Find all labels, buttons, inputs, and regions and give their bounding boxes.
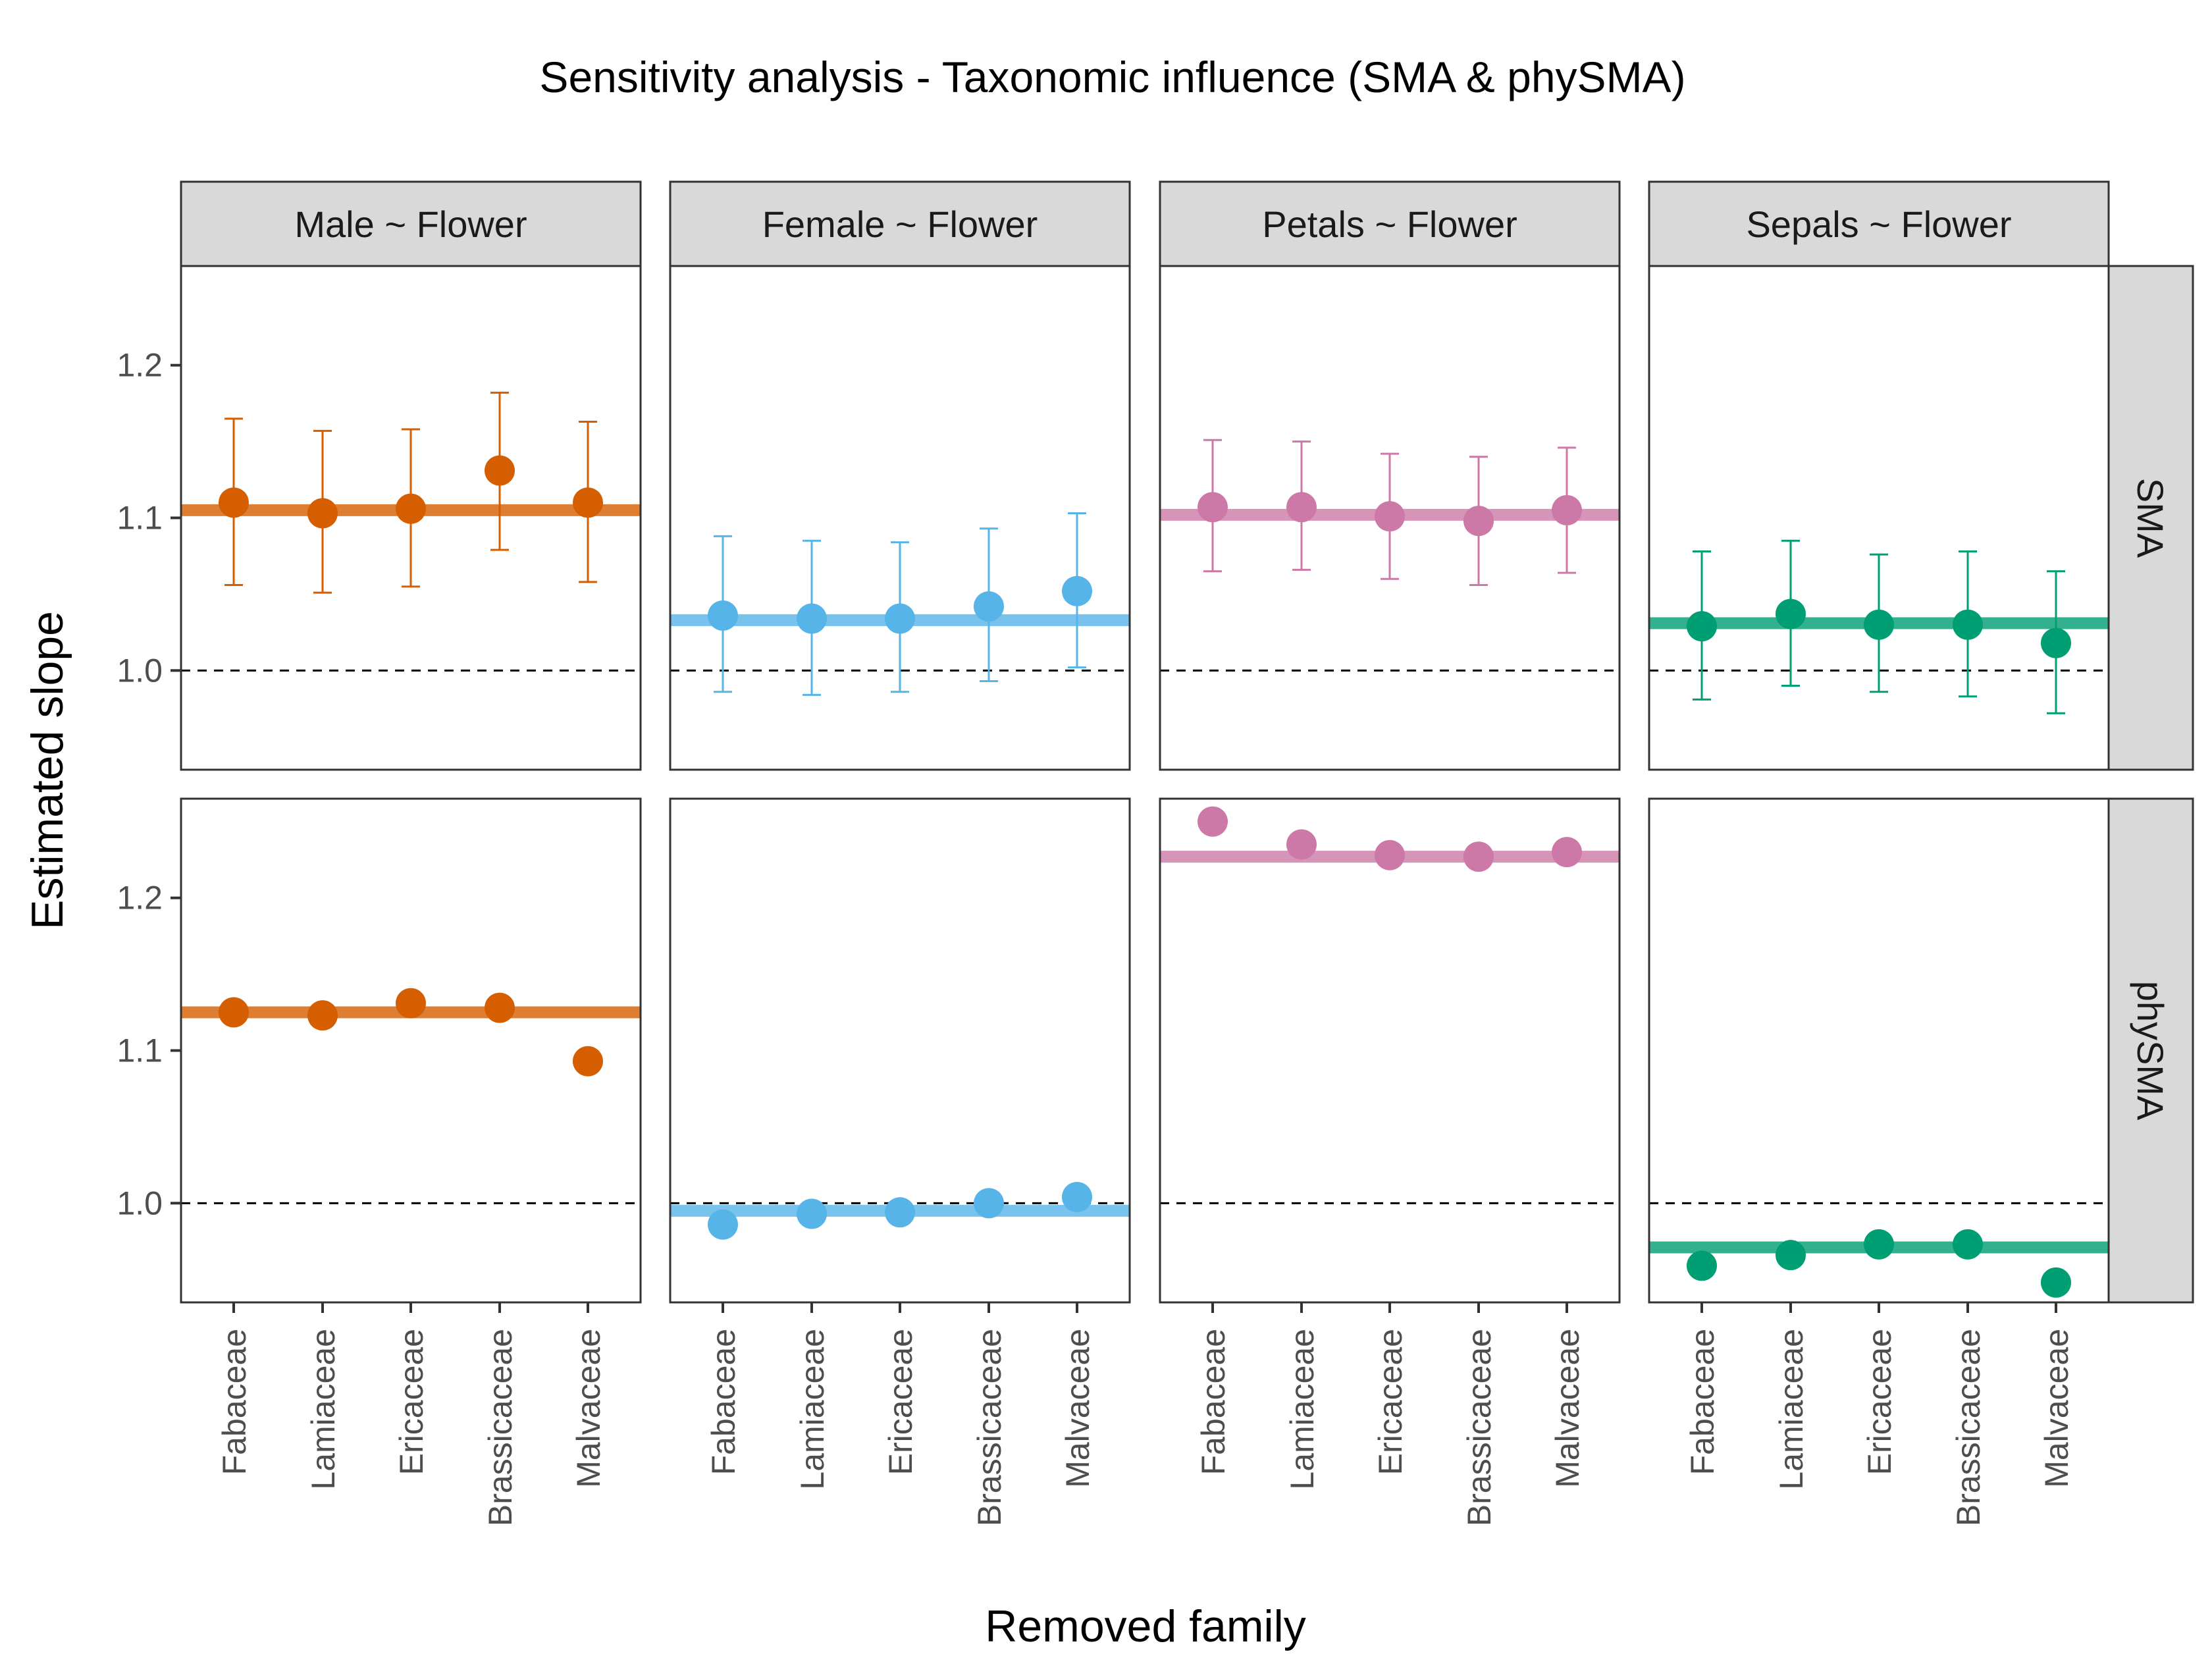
- x-tick-label: Fabaceae: [705, 1329, 742, 1475]
- row-strip: [2107, 797, 2194, 1304]
- data-point: [307, 1000, 338, 1031]
- x-tick-label: Ericaceae: [1372, 1329, 1409, 1475]
- data-point: [396, 988, 426, 1019]
- x-tick-label: Fabaceae: [1684, 1329, 1721, 1475]
- x-tick-label: Lamiaceae: [1284, 1329, 1321, 1490]
- x-tick-label: Malvaceae: [1549, 1329, 1586, 1488]
- data-point: [797, 603, 827, 634]
- data-point: [485, 992, 515, 1023]
- y-tick-label: 1.1: [117, 500, 163, 537]
- data-point: [1375, 840, 1405, 870]
- data-point: [1286, 829, 1317, 860]
- x-tick-label: Lamiaceae: [1773, 1329, 1810, 1490]
- data-point: [1198, 492, 1228, 523]
- data-point: [974, 1188, 1004, 1219]
- column-strip-label: Male ~ Flower: [294, 203, 527, 245]
- data-point: [573, 487, 603, 518]
- data-point: [1776, 599, 1806, 629]
- data-point: [1286, 492, 1317, 523]
- data-point: [1375, 501, 1405, 532]
- data-point: [797, 1198, 827, 1229]
- data-point: [1953, 609, 1983, 640]
- x-tick-label: Brassicaceae: [971, 1329, 1008, 1526]
- x-tick-label: Malvaceae: [1059, 1329, 1096, 1488]
- panel-border: [1648, 797, 2110, 1304]
- y-tick-label: 1.1: [117, 1032, 163, 1069]
- panel-border: [1159, 265, 1621, 771]
- y-tick-label: 1.0: [117, 1185, 163, 1221]
- data-point: [1687, 1250, 1717, 1281]
- x-tick-label: Malvaceae: [570, 1329, 607, 1488]
- row-strip: [2107, 265, 2194, 771]
- data-point: [1062, 575, 1092, 606]
- column-strip: [669, 180, 1131, 267]
- data-point: [396, 493, 426, 524]
- data-point: [1953, 1229, 1983, 1260]
- y-axis-title: Estimated slope: [22, 611, 72, 930]
- x-tick-label: Ericaceae: [882, 1329, 919, 1475]
- panel-background: [1649, 799, 2109, 1302]
- x-tick-label: Ericaceae: [1861, 1329, 1898, 1475]
- x-tick-label: Lamiaceae: [305, 1329, 342, 1490]
- x-tick-label: Lamiaceae: [794, 1329, 831, 1490]
- y-tick-label: 1.2: [117, 347, 163, 384]
- data-point: [485, 455, 515, 486]
- panel-background: [670, 266, 1130, 770]
- data-point: [2041, 627, 2071, 658]
- panel-background: [181, 799, 641, 1302]
- data-point: [1552, 494, 1582, 525]
- panel-border: [1648, 265, 2110, 771]
- panel-background: [1649, 266, 2109, 770]
- panel-border: [669, 265, 1131, 771]
- data-point: [307, 498, 338, 529]
- column-strip-label: Sepals ~ Flower: [1746, 203, 2011, 245]
- data-point: [219, 487, 249, 518]
- x-tick-label: Ericaceae: [393, 1329, 430, 1475]
- data-point: [1463, 506, 1494, 537]
- data-point: [573, 1046, 603, 1077]
- data-point: [1864, 609, 1894, 640]
- data-point: [1687, 611, 1717, 642]
- column-strip: [180, 180, 642, 267]
- data-point: [219, 997, 249, 1028]
- data-point: [885, 1197, 915, 1228]
- panel-background: [1160, 799, 1620, 1302]
- x-tick-label: Brassicaceae: [1461, 1329, 1498, 1526]
- data-point: [885, 603, 915, 634]
- column-strip-label: Petals ~ Flower: [1262, 203, 1517, 245]
- x-axis-title: Removed family: [985, 1601, 1306, 1651]
- data-point: [1864, 1229, 1894, 1260]
- x-tick-label: Fabaceae: [1195, 1329, 1232, 1475]
- data-point: [1062, 1182, 1092, 1213]
- panel-border: [669, 797, 1131, 1304]
- column-strip-label: Female ~ Flower: [762, 203, 1038, 245]
- data-point: [2041, 1267, 2071, 1298]
- row-strip-label: SMA: [2130, 478, 2171, 558]
- data-point: [1463, 841, 1494, 872]
- x-tick-label: Fabaceae: [216, 1329, 253, 1475]
- data-point: [974, 591, 1004, 622]
- data-point: [1552, 837, 1582, 868]
- data-point: [1198, 806, 1228, 837]
- data-point: [708, 1209, 738, 1240]
- x-tick-label: Brassicaceae: [1950, 1329, 1987, 1526]
- plot-area: Male ~ Flower Female ~ Flower Petals ~ Flo…: [117, 180, 2194, 1526]
- chart-title: Sensitivity analysis - Taxonomic influen…: [539, 53, 1685, 101]
- data-point: [1776, 1240, 1806, 1271]
- column-strip: [1648, 180, 2110, 267]
- x-tick-label: Brassicaceae: [482, 1329, 519, 1526]
- y-tick-label: 1.0: [117, 652, 163, 689]
- x-tick-label: Malvaceae: [2038, 1329, 2075, 1488]
- panel-border: [180, 797, 642, 1304]
- row-strip-label: phySMA: [2130, 981, 2171, 1121]
- panel-border: [1159, 797, 1621, 1304]
- y-tick-label: 1.2: [117, 880, 163, 917]
- panel-border: [180, 265, 642, 771]
- data-point: [708, 600, 738, 631]
